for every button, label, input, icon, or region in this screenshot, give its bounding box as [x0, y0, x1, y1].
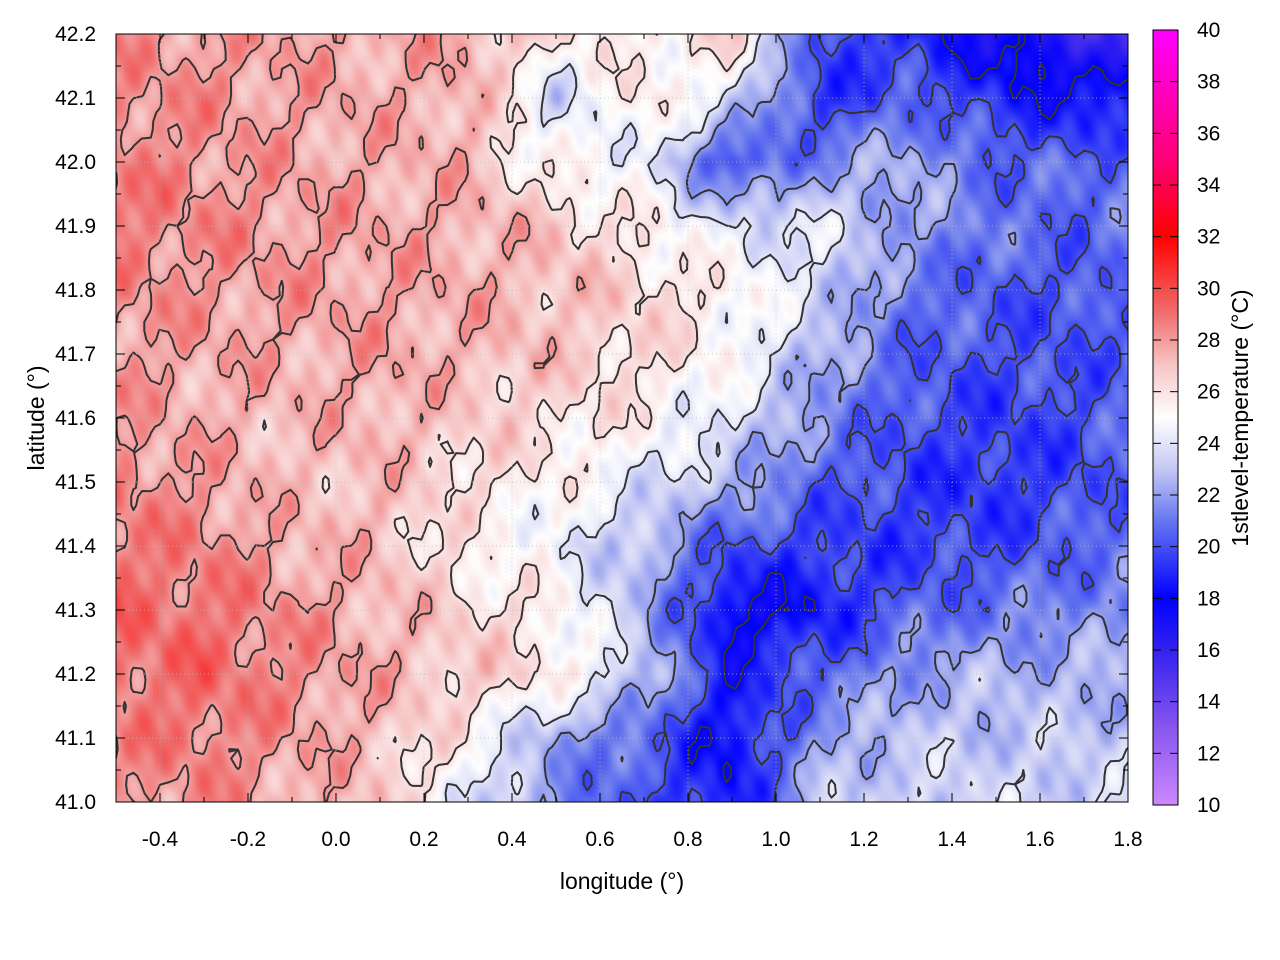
y-tick-labels: 41.0 41.1 41.2 41.3 41.4 41.5 41.6 41.7 41.8 41.9… [55, 23, 96, 814]
colorbar-tick-label: 22 [1197, 484, 1220, 507]
colorbar-tick-label: 18 [1197, 587, 1220, 610]
x-tick-label: 0.6 [585, 828, 614, 851]
y-tick-label: 41.6 [55, 407, 96, 430]
colorbar-tick-label: 12 [1197, 742, 1220, 765]
x-tick-label: -0.2 [230, 828, 266, 851]
x-axis-label: longitude (°) [560, 868, 684, 894]
colorbar-label: 1stlevel-temperature (°C) [1227, 289, 1253, 546]
colorbar-gradient [1152, 29, 1179, 806]
colorbar-tick-label: 20 [1197, 536, 1220, 559]
y-tick-label: 41.4 [55, 535, 96, 558]
colorbar-tick-label: 38 [1197, 71, 1220, 94]
x-tick-label: 1.8 [1113, 828, 1142, 851]
x-tick-label: 1.0 [761, 828, 790, 851]
colorbar-ticks [1153, 29, 1178, 806]
colorbar-tick-label: 32 [1197, 226, 1220, 249]
colorbar-tick-label: 36 [1197, 122, 1220, 145]
y-axis-label: latitude (°) [23, 365, 49, 470]
colorbar-tick-label: 10 [1197, 794, 1220, 817]
x-tick-label: -0.4 [142, 828, 179, 851]
grid-lines [116, 33, 1129, 803]
x-tick-label: 1.2 [849, 828, 878, 851]
y-tick-label: 41.3 [55, 599, 96, 622]
contour-level-28 [116, 34, 586, 802]
contour-level-18 [687, 34, 1128, 784]
colorbar-tick-label: 40 [1197, 19, 1220, 42]
contour-level-20 [582, 34, 1128, 802]
x-tick-label: 0.8 [673, 828, 702, 851]
colorbar-tick-label: 16 [1197, 639, 1220, 662]
y-tick-label: 42.1 [55, 87, 96, 110]
y-tick-label: 42.2 [55, 23, 96, 46]
contour-level-26 [262, 34, 749, 802]
colorbar-tick-label: 14 [1197, 691, 1221, 714]
contour-level-24 [444, 34, 1128, 802]
x-tick-label: 1.6 [1025, 828, 1054, 851]
colorbar: 10 12 14 16 18 20 22 24 26 28 30 32 34 36 38 40 [1152, 19, 1221, 817]
colorbar-tick-label: 28 [1197, 329, 1220, 352]
x-tick-label: 0.0 [321, 828, 350, 851]
colorbar-tick-label: 24 [1197, 432, 1221, 455]
y-tick-label: 41.2 [55, 663, 96, 686]
colorbar-tick-labels: 10 12 14 16 18 20 22 24 26 28 30 32 34 36 38 40 [1197, 19, 1221, 817]
temperature-contours [116, 34, 1128, 802]
colorbar-tick-label: 26 [1197, 381, 1220, 404]
y-tick-label: 41.9 [55, 215, 96, 238]
contour-level-22 [539, 34, 1128, 802]
y-tick-label: 41.5 [55, 471, 96, 494]
colorbar-tick-label: 30 [1197, 277, 1220, 300]
x-tick-label: 1.4 [937, 828, 967, 851]
y-tick-label: 41.0 [55, 791, 96, 814]
x-tick-label: 0.2 [409, 828, 438, 851]
y-tick-label: 41.7 [55, 343, 96, 366]
axis-ticks [116, 33, 1129, 803]
y-tick-label: 42.0 [55, 151, 96, 174]
y-tick-label: 41.1 [55, 727, 96, 750]
y-tick-label: 41.8 [55, 279, 96, 302]
colorbar-tick-label: 34 [1197, 174, 1221, 197]
x-tick-labels: -0.4 -0.2 0.0 0.2 0.4 0.6 0.8 1.0 1.2 1.4 1.6 1.8 [142, 828, 1143, 851]
x-tick-label: 0.4 [497, 828, 527, 851]
